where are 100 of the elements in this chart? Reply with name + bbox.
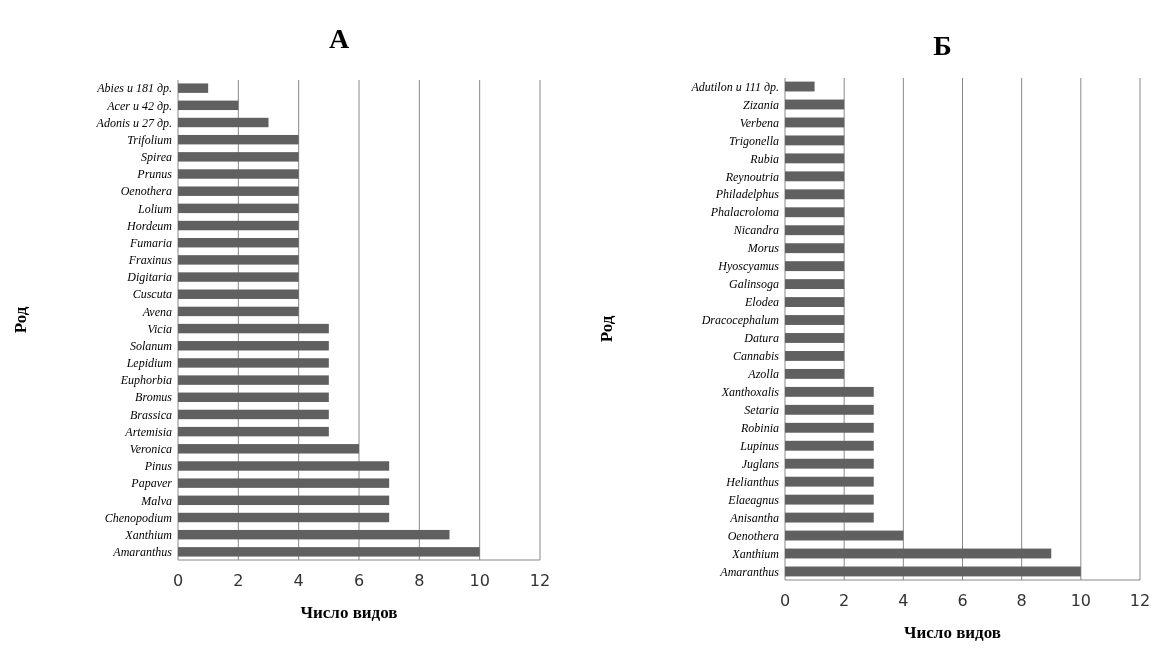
bar bbox=[785, 99, 845, 110]
bar bbox=[178, 392, 329, 402]
y-tick-label: Brassica bbox=[130, 407, 172, 422]
x-tick-label: 6 bbox=[957, 591, 968, 610]
bar bbox=[178, 478, 390, 488]
y-tick-label: Philadelphus bbox=[714, 187, 780, 202]
bar bbox=[785, 351, 845, 361]
bar bbox=[785, 530, 904, 541]
y-tick-label: Verbena bbox=[739, 115, 779, 130]
bar bbox=[178, 117, 269, 128]
y-tick-label: Lupinus bbox=[739, 438, 780, 453]
bar bbox=[785, 315, 845, 325]
x-tick-label: 4 bbox=[898, 591, 909, 610]
y-tick-label: Fraxinus bbox=[127, 253, 173, 268]
bar bbox=[178, 512, 390, 523]
x-tick-label: 12 bbox=[529, 571, 551, 590]
y-tick-label: Oenothera bbox=[727, 528, 779, 543]
bar bbox=[178, 152, 299, 162]
x-axis-title: Число видов bbox=[300, 603, 398, 622]
bar bbox=[178, 358, 329, 368]
x-tick-label: 4 bbox=[293, 571, 304, 590]
y-tick-label: Prunus bbox=[136, 167, 173, 182]
y-tick-label: Trigonella bbox=[728, 133, 779, 148]
bar bbox=[178, 220, 299, 231]
y-tick-label: Lolium bbox=[136, 201, 173, 216]
y-tick-label: Adutilon и 111 др. bbox=[690, 79, 779, 94]
y-tick-label: Euphorbia bbox=[119, 373, 172, 388]
y-tick-label: Chenopodium bbox=[104, 510, 173, 525]
bar bbox=[785, 171, 845, 182]
y-axis-title: Род bbox=[11, 306, 30, 334]
y-tick-label: Elaeagnus bbox=[727, 492, 780, 507]
y-tick-label: Datura bbox=[743, 331, 779, 346]
y-tick-label: Avena bbox=[141, 304, 172, 319]
bar bbox=[178, 495, 390, 506]
x-tick-label: 12 bbox=[1129, 591, 1151, 610]
bar bbox=[178, 186, 299, 196]
bar bbox=[785, 458, 874, 469]
bar bbox=[178, 203, 299, 214]
y-tick-label: Hyoscyamus bbox=[717, 259, 780, 274]
y-tick-label: Juglans bbox=[741, 456, 780, 471]
bar bbox=[785, 548, 1052, 559]
bar bbox=[785, 494, 874, 505]
y-tick-label: Oenothera bbox=[120, 184, 172, 199]
y-tick-label: Vicia bbox=[147, 321, 172, 336]
bar bbox=[178, 375, 329, 385]
y-tick-label: Abies и 181 др. bbox=[96, 81, 172, 96]
bar bbox=[785, 135, 845, 146]
y-tick-label: Acer и 42 др. bbox=[106, 98, 172, 113]
bar bbox=[785, 81, 815, 92]
x-tick-label: 10 bbox=[469, 571, 490, 590]
y-tick-label: Solanum bbox=[130, 338, 173, 353]
x-tick-label: 2 bbox=[233, 571, 244, 590]
y-tick-label: Helianthus bbox=[725, 474, 780, 489]
bar bbox=[785, 153, 845, 164]
x-tick-label: 8 bbox=[1016, 591, 1027, 610]
y-tick-label: Anisantha bbox=[729, 510, 779, 525]
bar bbox=[178, 306, 299, 317]
y-tick-label: Amaranthus bbox=[719, 564, 780, 579]
bar bbox=[785, 243, 845, 254]
x-axis-title: Число видов bbox=[904, 623, 1001, 642]
bar bbox=[178, 100, 239, 111]
x-tick-label: 0 bbox=[172, 571, 184, 590]
bar bbox=[178, 238, 299, 248]
bar bbox=[178, 134, 299, 145]
bar bbox=[785, 440, 874, 451]
bar bbox=[178, 426, 329, 437]
y-tick-label: Rubia bbox=[749, 151, 779, 166]
y-tick-label: Xanthoxalis bbox=[720, 385, 780, 400]
bar bbox=[178, 409, 329, 420]
y-tick-label: Hordeum bbox=[126, 218, 173, 233]
y-tick-label: Papaver bbox=[130, 476, 173, 491]
bar bbox=[785, 117, 845, 128]
y-tick-label: Fumaria bbox=[129, 235, 172, 250]
bar bbox=[785, 333, 845, 343]
bar bbox=[785, 566, 1081, 577]
y-tick-label: Robinia bbox=[740, 420, 779, 435]
y-tick-label: Veronica bbox=[129, 442, 172, 456]
x-tick-label: 2 bbox=[839, 591, 850, 610]
bar bbox=[785, 422, 874, 433]
x-tick-label: 6 bbox=[353, 571, 365, 590]
y-tick-label: Setaria bbox=[744, 403, 779, 418]
bar bbox=[785, 297, 845, 307]
bar bbox=[178, 444, 359, 454]
y-tick-label: Digitaria bbox=[126, 270, 172, 285]
y-tick-label: Galinsoga bbox=[728, 277, 779, 292]
bar bbox=[178, 255, 299, 265]
y-tick-label: Malva bbox=[140, 493, 172, 508]
bar bbox=[785, 261, 845, 272]
bar bbox=[178, 272, 299, 282]
y-tick-label: Artemisia bbox=[124, 424, 172, 439]
y-axis-title: Род bbox=[597, 315, 616, 343]
y-tick-label: Elodea bbox=[744, 295, 779, 310]
y-tick-label: Xanthium bbox=[731, 546, 780, 561]
chart-title: Б bbox=[933, 30, 952, 61]
bar bbox=[178, 169, 299, 179]
x-tick-label: 0 bbox=[779, 591, 791, 610]
y-tick-label: Zizania bbox=[742, 97, 779, 112]
bar bbox=[785, 512, 874, 523]
y-tick-label: Morus bbox=[746, 241, 780, 256]
bar bbox=[785, 386, 874, 397]
